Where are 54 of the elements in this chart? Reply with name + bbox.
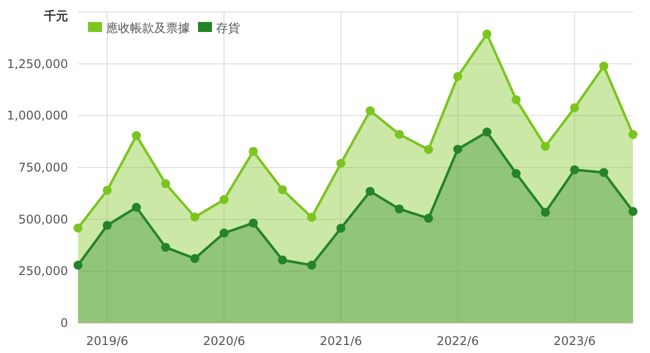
y-tick-label: 500,000 <box>18 212 68 226</box>
point <box>366 186 375 196</box>
point <box>307 260 316 270</box>
y-tick-label: 750,000 <box>18 160 68 174</box>
point <box>540 142 550 151</box>
point <box>102 186 112 195</box>
y-tick-label: 250,000 <box>18 264 68 278</box>
point <box>307 212 316 222</box>
point <box>220 228 229 238</box>
point <box>161 179 170 188</box>
point <box>278 185 287 194</box>
point <box>628 206 638 216</box>
point <box>482 128 492 137</box>
point <box>161 242 170 252</box>
point <box>102 220 112 230</box>
point <box>482 29 492 38</box>
point <box>424 214 434 223</box>
point <box>570 103 580 112</box>
point <box>512 95 521 104</box>
y-tick-label: 1,000,000 <box>6 108 68 123</box>
point <box>424 144 434 154</box>
point <box>540 208 550 217</box>
point <box>336 224 346 233</box>
x-tick-label: 2020/6 <box>202 334 246 348</box>
point <box>366 106 375 116</box>
legend-label: 應收帳款及票據 <box>106 21 190 35</box>
point <box>248 146 258 156</box>
point <box>190 254 200 264</box>
point <box>190 212 200 222</box>
point <box>394 130 404 139</box>
x-tick-label: 2023/6 <box>553 334 596 348</box>
point <box>278 255 287 264</box>
point <box>336 158 346 168</box>
y-axis-title: 千元 <box>43 9 68 23</box>
point <box>512 169 521 178</box>
x-tick-label: 2022/6 <box>436 334 479 348</box>
legend-label: 存貨 <box>216 21 240 35</box>
point <box>599 168 608 177</box>
point <box>74 224 82 233</box>
point <box>570 165 580 174</box>
point <box>599 62 608 71</box>
point <box>394 204 404 214</box>
point <box>132 131 141 140</box>
point <box>248 218 258 228</box>
point <box>453 144 462 154</box>
point <box>220 195 229 204</box>
point <box>132 202 141 212</box>
y-tick-label: 1,250,000 <box>6 56 68 71</box>
point <box>453 72 462 81</box>
y-tick-label: 0 <box>60 316 68 330</box>
point <box>628 130 638 140</box>
x-tick-label: 2021/6 <box>320 334 362 348</box>
point <box>74 260 82 270</box>
x-tick-label: 2019/6 <box>86 334 128 348</box>
